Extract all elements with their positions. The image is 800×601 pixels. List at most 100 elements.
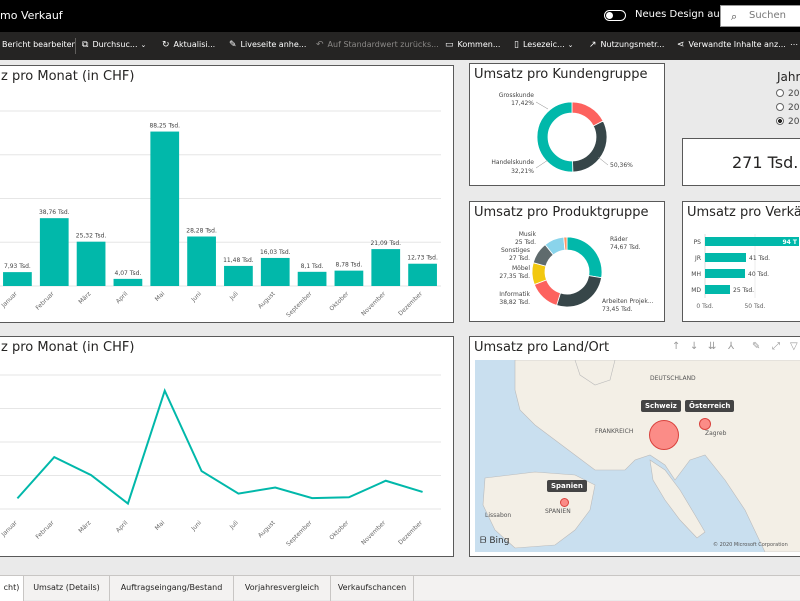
bar-10[interactable] — [371, 249, 401, 286]
pin-live-page-button[interactable]: ✎ Liveseite anhe... — [229, 40, 306, 50]
drill-up-icon[interactable]: ↑ — [672, 341, 681, 352]
page-tabs: cht) Umsatz (Details) Auftragseingang/Be… — [0, 575, 800, 601]
bar-data-label-2: 25,32 Tsd. — [76, 233, 107, 240]
tab-overview[interactable]: cht) — [0, 576, 24, 601]
reset-default-button[interactable]: ↶ Auf Standardwert zurücks... — [316, 40, 439, 50]
product-group-value-2: 38,82 Tsd. — [499, 299, 530, 306]
map-canvas[interactable]: DEUTSCHLAND FRANKREICH SPANIEN Lissabon … — [475, 360, 800, 552]
bing-logo: ᗷ Bing — [480, 536, 510, 546]
bar-9[interactable] — [334, 270, 364, 286]
bar-x-tick-11: Dezember — [397, 290, 424, 317]
bar-0[interactable] — [3, 272, 32, 286]
bubble-oesterreich[interactable] — [699, 418, 711, 430]
bar-4[interactable] — [150, 131, 180, 286]
bar-x-tick-1: Februar — [34, 290, 56, 312]
refresh-button[interactable]: ↻ Aktualisi... — [162, 40, 215, 50]
tab-verkaufschancen[interactable]: Verkaufschancen — [331, 576, 414, 601]
new-design-toggle[interactable] — [604, 10, 626, 21]
usage-metrics-label: Nutzungsmetr... — [600, 40, 665, 49]
year-option-1[interactable]: 20 — [776, 103, 799, 113]
product-group-slice-0[interactable] — [566, 236, 603, 279]
tab-auftragseingang[interactable]: Auftragseingang/Bestand — [110, 576, 234, 601]
pin-visual-icon[interactable]: ✎ — [752, 341, 761, 352]
line-x-tick-3: April — [115, 519, 130, 534]
bookmarks-button[interactable]: ▯ Lesezeic... ⌄ — [514, 40, 574, 50]
report-canvas: z pro Monat (in CHF) 7,93 Tsd. Januar 38,7… — [0, 60, 800, 575]
explore-button[interactable]: ⧉ Durchsuc... ⌄ — [82, 40, 146, 50]
kpi-card[interactable]: 271 Tsd. — [682, 138, 800, 186]
bubble-spanien[interactable] — [560, 498, 569, 507]
tab-auftragseingang-label: Auftragseingang/Bestand — [120, 583, 223, 592]
bar-2[interactable] — [76, 241, 106, 286]
bar-3[interactable] — [113, 278, 143, 286]
map-card[interactable]: Umsatz pro Land/Ort ↑ ↓ ⇊ ⅄ ✎ ⤢ ▽ DEUTSC… — [469, 336, 800, 557]
bar-6[interactable] — [224, 265, 253, 286]
hbar-data-label-2: 40 Tsd. — [748, 271, 769, 278]
bar-data-label-7: 16,03 Tsd. — [260, 249, 291, 256]
comments-button[interactable]: ▭ Kommen... — [445, 40, 500, 50]
focus-mode-icon[interactable]: ⤢ — [772, 341, 780, 352]
hbar-category-2: MH — [691, 271, 701, 278]
customer-group-donut-card[interactable]: Umsatz pro Kundengruppe Grosskunde 17,42%… — [469, 63, 665, 186]
hbar-category-0: PS — [694, 239, 702, 246]
year-option-2[interactable]: 20 — [776, 117, 799, 127]
product-group-slice-6[interactable] — [563, 236, 568, 251]
customer-group-leader-0 — [535, 101, 549, 110]
tab-vorjahresvergleich[interactable]: Vorjahresvergleich — [234, 576, 331, 601]
hbar-bar-3[interactable] — [705, 285, 730, 294]
salesperson-bar-card[interactable]: Umsatz pro Verkäufe PS 94 T JR 41 Tsd. MH 40 … — [682, 201, 800, 322]
bar-5[interactable] — [187, 236, 216, 286]
line-chart-svg: Januar Februar März April Mai Juni Juli August S… — [0, 374, 441, 548]
drill-down-icon[interactable]: ↓ — [690, 341, 699, 352]
bar-x-tick-8: September — [285, 290, 314, 319]
product-group-slice-2[interactable] — [533, 279, 561, 306]
expand-next-level-icon[interactable]: ⅄ — [728, 341, 735, 352]
customer-group-slice-1[interactable] — [572, 120, 608, 173]
metrics-icon: ↗ — [589, 40, 597, 50]
product-group-slice-1[interactable] — [556, 275, 602, 308]
line-chart-card[interactable]: z pro Monat (in CHF) Januar Februar März Ap… — [0, 336, 454, 557]
expand-all-icon[interactable]: ⇊ — [708, 341, 717, 352]
bar-chart-card[interactable]: z pro Monat (in CHF) 7,93 Tsd. Januar 38,7… — [0, 65, 454, 323]
hbar-bar-0[interactable] — [705, 237, 799, 246]
line-x-tick-1: Februar — [34, 519, 56, 541]
customer-group-label-1: Handelskunde — [491, 159, 534, 166]
map-copyright: © 2020 Microsoft Corporation — [713, 542, 788, 548]
hbar-bar-1[interactable] — [705, 253, 746, 262]
customer-group-leader-1 — [535, 159, 549, 169]
related-content-button[interactable]: ⋖ Verwandte Inhalte anz... — [677, 40, 786, 50]
customer-group-leader-2 — [597, 156, 609, 166]
hbar-x-tick-0: 0 Tsd. — [696, 303, 713, 310]
bar-7[interactable] — [260, 257, 290, 286]
line-series[interactable] — [16, 388, 423, 506]
edit-report-button[interactable]: Bericht bearbeiten — [2, 40, 77, 49]
bar-11[interactable] — [408, 263, 437, 286]
comments-label: Kommen... — [457, 40, 501, 49]
search-input[interactable]: ⌕ Suchen — [720, 5, 800, 27]
map-label-spanien: SPANIEN — [545, 508, 571, 515]
year-radio-2[interactable] — [776, 117, 784, 125]
line-x-tick-2: März — [77, 519, 92, 534]
filter-icon[interactable]: ▽ — [790, 341, 798, 352]
bar-1[interactable] — [39, 218, 69, 286]
usage-metrics-button[interactable]: ↗ Nutzungsmetr... — [589, 40, 664, 50]
year-radio-0[interactable] — [776, 89, 784, 97]
bubble-schweiz[interactable] — [649, 420, 679, 450]
bar-8[interactable] — [297, 271, 327, 286]
bar-data-label-5: 28,28 Tsd. — [186, 228, 217, 235]
year-option-0[interactable]: 20 — [776, 89, 799, 99]
customer-group-slice-0[interactable] — [571, 101, 604, 127]
product-group-value-4: 27 Tsd. — [509, 255, 530, 262]
customer-group-title: Umsatz pro Kundengruppe — [474, 67, 648, 82]
more-options-icon[interactable]: ⋯ — [790, 40, 798, 49]
reset-default-label: Auf Standardwert zurücks... — [327, 40, 439, 49]
customer-group-slice-2[interactable] — [536, 101, 574, 173]
year-radio-1[interactable] — [776, 103, 784, 111]
chevron-down-icon: ⌄ — [567, 41, 574, 49]
bar-x-tick-3: April — [115, 290, 130, 305]
product-group-donut-card[interactable]: Umsatz pro Produktgruppe Räder 74,67 Tsd.… — [469, 201, 665, 322]
pin-label-spanien: Spanien — [547, 480, 587, 492]
tab-umsatz-details[interactable]: Umsatz (Details) — [24, 576, 110, 601]
hbar-bar-2[interactable] — [705, 269, 745, 278]
line-x-tick-0: Januar — [0, 519, 19, 539]
